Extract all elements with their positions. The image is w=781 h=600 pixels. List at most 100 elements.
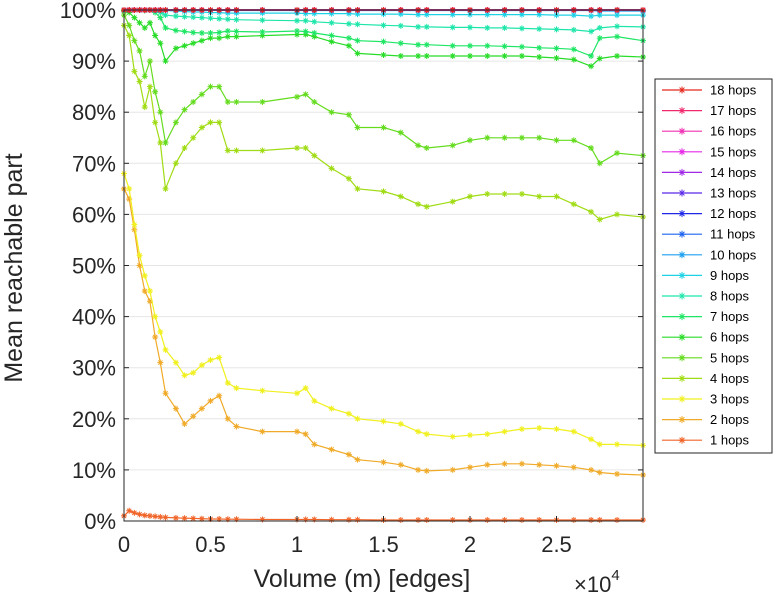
data-point [190, 40, 197, 47]
series-line-5-hops [123, 14, 644, 165]
data-point [294, 31, 300, 38]
data-point [224, 147, 231, 154]
data-point [415, 52, 422, 59]
data-point [614, 52, 621, 59]
data-point [216, 119, 223, 126]
data-point [207, 357, 214, 364]
data-point [311, 29, 318, 36]
data-point [397, 516, 404, 523]
data-point [136, 19, 143, 26]
data-point [190, 134, 197, 141]
data-point [449, 433, 456, 440]
data-point [484, 42, 491, 49]
data-point [131, 37, 138, 44]
data-point [570, 201, 577, 208]
legend-entry: 1 hops [662, 433, 750, 448]
data-point [131, 221, 138, 228]
data-point [233, 33, 240, 40]
data-point [233, 385, 240, 392]
data-point [614, 441, 621, 448]
data-point [518, 460, 525, 467]
legend-label: 6 hops [710, 330, 750, 345]
data-point [553, 12, 560, 19]
data-point [152, 313, 159, 320]
data-point [614, 23, 621, 30]
data-point [259, 28, 266, 35]
data-point [614, 211, 621, 218]
data-point [501, 11, 508, 18]
data-point [157, 14, 164, 21]
data-point [198, 515, 205, 522]
data-point [484, 24, 491, 31]
data-point [553, 45, 560, 52]
data-point [302, 10, 309, 17]
y-tick-label: 10% [72, 458, 116, 483]
data-point [259, 147, 266, 154]
data-point [354, 37, 361, 44]
legend-marker [678, 168, 686, 176]
data-point [311, 18, 318, 25]
data-point [328, 10, 335, 17]
data-point [172, 119, 179, 126]
data-point [536, 424, 543, 431]
data-point [233, 423, 240, 430]
data-point [198, 124, 205, 131]
data-point [131, 509, 138, 516]
data-point [311, 397, 318, 404]
legend-label: 11 hops [710, 227, 756, 242]
data-point [397, 193, 404, 200]
data-point [162, 185, 169, 192]
ticks [123, 9, 643, 522]
data-point [596, 469, 603, 476]
data-point [141, 288, 148, 295]
legend-marker [678, 210, 686, 218]
data-point [570, 464, 577, 471]
data-point [157, 109, 164, 116]
data-point [181, 42, 188, 49]
data-point [570, 46, 577, 53]
series-line-7-hops [124, 9, 644, 57]
data-point [345, 42, 352, 49]
legend-marker [678, 189, 686, 197]
data-point [518, 516, 525, 523]
data-point [136, 262, 143, 269]
x-exponent: ×104 [574, 567, 620, 597]
data-point [141, 104, 148, 111]
data-point [588, 63, 595, 70]
data-point [553, 426, 560, 433]
legend-marker [678, 436, 686, 444]
data-point [157, 139, 164, 146]
data-point [294, 144, 300, 151]
legend-label: 10 hops [710, 247, 757, 262]
legend-entry: 11 hops [662, 227, 756, 242]
data-point [484, 461, 491, 468]
legend-entry: 16 hops [662, 124, 757, 139]
data-point [354, 516, 361, 523]
data-point [311, 516, 318, 523]
legend-marker [678, 333, 686, 341]
data-point [190, 413, 197, 420]
data-point [345, 410, 352, 417]
data-point [216, 29, 223, 36]
data-point [501, 24, 508, 31]
data-point [467, 52, 473, 59]
data-point [570, 428, 577, 435]
data-point [467, 432, 473, 439]
data-point [198, 405, 205, 412]
data-point [190, 369, 197, 376]
legend-label: 18 hops [710, 83, 757, 98]
data-point [596, 12, 603, 19]
data-point [141, 73, 148, 80]
data-point [141, 24, 148, 31]
legend-entry: 9 hops [662, 268, 750, 283]
data-point [216, 83, 223, 90]
data-point [172, 514, 179, 521]
data-point [152, 119, 159, 126]
data-point [181, 372, 188, 379]
legend-label: 4 hops [710, 371, 750, 386]
legend-entry: 18 hops [662, 83, 757, 98]
legend-entry: 4 hops [662, 371, 750, 386]
series-line-8-hops [124, 9, 644, 33]
data-point [596, 160, 603, 167]
data-point [157, 328, 164, 335]
